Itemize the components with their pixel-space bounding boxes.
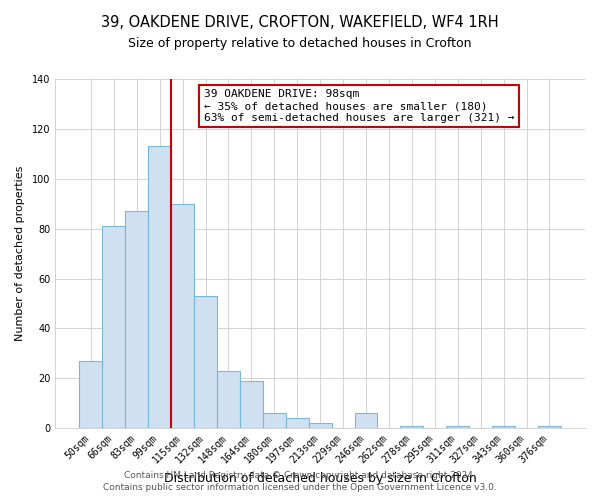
Bar [492, 426, 515, 428]
Text: 39, OAKDENE DRIVE, CROFTON, WAKEFIELD, WF4 1RH: 39, OAKDENE DRIVE, CROFTON, WAKEFIELD, W… [101, 15, 499, 30]
Bar [263, 413, 286, 428]
Text: Contains HM Land Registry data © Crown copyright and database right 2024.
Contai: Contains HM Land Registry data © Crown c… [103, 471, 497, 492]
Bar [355, 413, 377, 428]
X-axis label: Distribution of detached houses by size in Crofton: Distribution of detached houses by size … [164, 472, 476, 485]
Bar [103, 226, 125, 428]
Bar [538, 426, 561, 428]
Bar [240, 381, 263, 428]
Y-axis label: Number of detached properties: Number of detached properties [15, 166, 25, 342]
Text: Size of property relative to detached houses in Crofton: Size of property relative to detached ho… [128, 38, 472, 51]
Bar [125, 211, 148, 428]
Text: 39 OAKDENE DRIVE: 98sqm
← 35% of detached houses are smaller (180)
63% of semi-d: 39 OAKDENE DRIVE: 98sqm ← 35% of detache… [203, 90, 514, 122]
Bar [286, 418, 308, 428]
Bar [308, 423, 332, 428]
Bar [400, 426, 424, 428]
Bar [217, 371, 240, 428]
Bar [194, 296, 217, 428]
Bar [79, 361, 103, 428]
Bar [148, 146, 171, 428]
Bar [446, 426, 469, 428]
Bar [171, 204, 194, 428]
